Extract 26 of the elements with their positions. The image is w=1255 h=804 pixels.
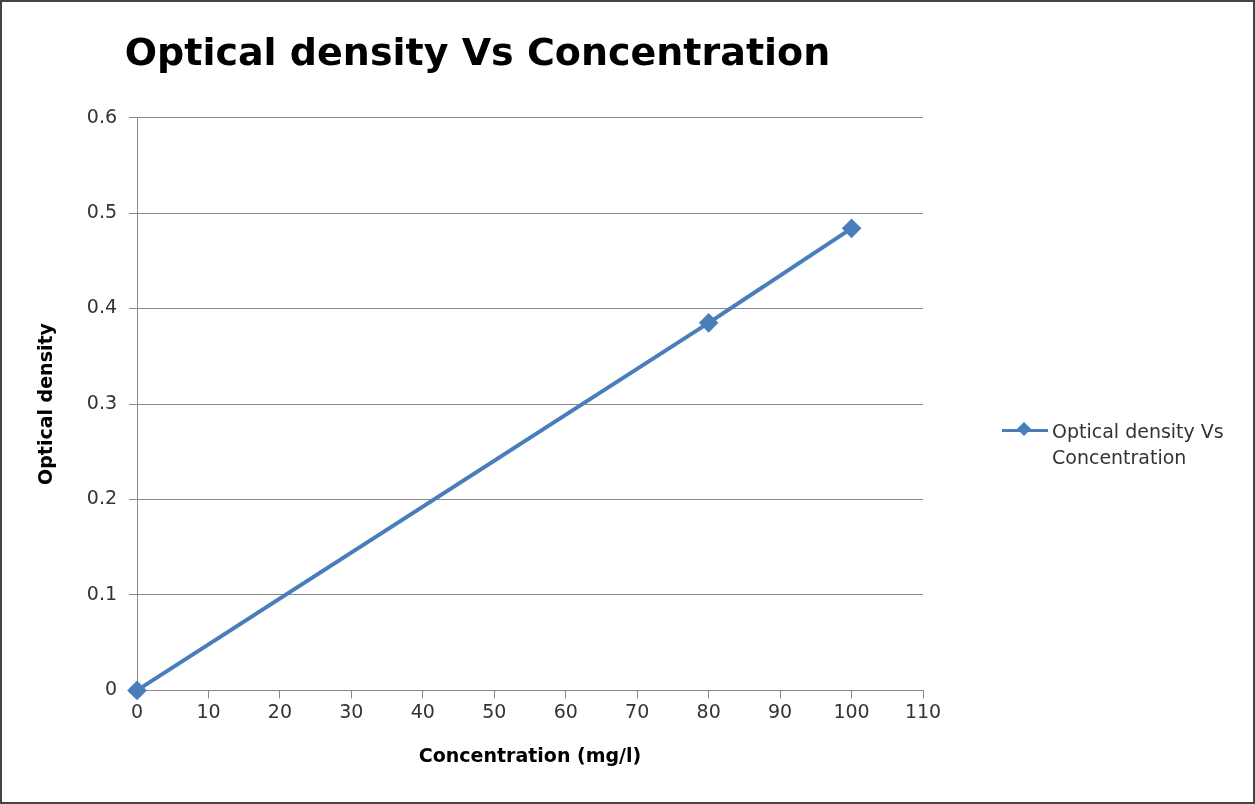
x-tick-label: 90 — [768, 699, 793, 722]
x-tick-label: 30 — [339, 699, 364, 722]
y-tick-label: 0 — [104, 677, 118, 700]
x-tick-label: 10 — [196, 699, 221, 722]
y-tick-label: 0.3 — [86, 390, 118, 413]
y-tick-label: 0.4 — [86, 295, 118, 318]
x-tick-label: 80 — [696, 699, 721, 722]
point — [128, 681, 147, 700]
x-tick-label: 110 — [904, 699, 942, 722]
y-tick-label: 0.2 — [86, 486, 118, 509]
y-tick-label: 0.5 — [86, 200, 118, 222]
y-tick-label: 0.6 — [86, 104, 118, 127]
y-tick-label: 0.1 — [86, 581, 118, 604]
x-tick-label: 100 — [833, 699, 870, 722]
point — [699, 313, 718, 332]
x-tick-label: 60 — [553, 699, 578, 722]
chart-title: Optical density Vs Concentration — [124, 29, 831, 74]
x-tick-label: 40 — [410, 699, 435, 722]
x-tick-label: 20 — [267, 699, 293, 722]
point — [842, 219, 861, 238]
y-axis-title: Optical density — [34, 322, 57, 485]
legend-label: Optical density Vs Concentration — [1052, 419, 1225, 470]
x-tick-label: 50 — [482, 699, 507, 722]
x-axis-title: Concentration (mg/l) — [418, 743, 642, 766]
x-tick-label: 70 — [625, 699, 650, 722]
x-tick-label: 0 — [130, 699, 144, 722]
